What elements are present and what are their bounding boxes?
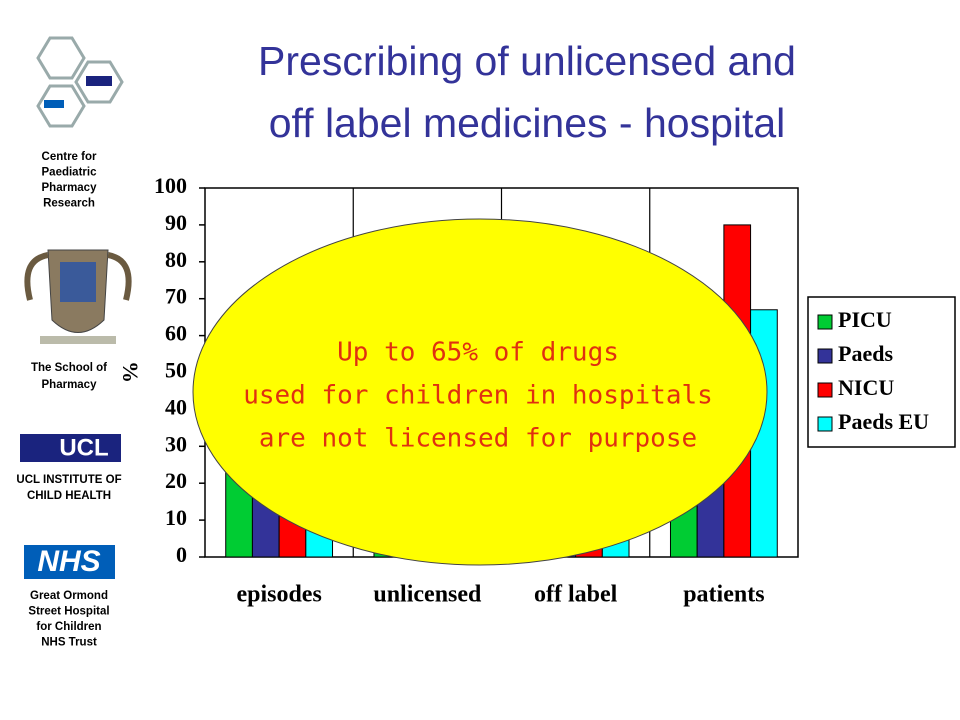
legend-label: Paeds EU (838, 409, 929, 434)
ucl-logo: UCL (20, 434, 121, 462)
sidebar-text: for Children (36, 621, 101, 633)
x-tick-label: unlicensed (373, 582, 482, 608)
chart-title: off label medicines - hospital (269, 100, 786, 146)
y-axis-label: % (118, 361, 143, 383)
annotation: Up to 65% of drugs (337, 338, 619, 368)
sidebar-text: Pharmacy (42, 379, 98, 391)
y-tick-label: 30 (165, 431, 187, 456)
legend-swatch (817, 314, 833, 330)
legend-swatch (817, 382, 833, 398)
legend-label: Paeds (838, 341, 893, 366)
y-tick-label: 80 (165, 247, 187, 272)
x-tick-label: off label (534, 582, 618, 608)
ucl-logo-text: UCL (59, 434, 108, 461)
nhs-logo: NHS (24, 545, 115, 579)
legend-swatch (817, 416, 833, 432)
legend-label: NICU (838, 375, 894, 400)
x-tick-label: patients (683, 582, 764, 608)
y-tick-label: 0 (176, 542, 187, 567)
sidebar-text: NHS Trust (41, 637, 97, 649)
sidebar-text: Research (43, 198, 95, 210)
school-crest (24, 249, 132, 344)
sidebar-text: Paediatric (42, 167, 98, 179)
y-tick-label: 100 (154, 173, 187, 198)
nhs-logo-text: NHS (37, 545, 100, 578)
y-tick-label: 90 (165, 210, 187, 235)
y-tick-label: 20 (165, 468, 187, 493)
cppr-logo (36, 36, 124, 128)
y-tick-label: 50 (165, 358, 187, 383)
legend-swatch (817, 348, 833, 364)
legend: PICU Paeds NICU Paeds EU (807, 296, 956, 448)
sidebar-text: Pharmacy (42, 182, 98, 194)
x-tick-label: episodes (236, 582, 321, 608)
y-tick-label: 60 (165, 321, 187, 346)
sidebar-text: Great Ormond (30, 590, 108, 602)
callout-ellipse (192, 218, 768, 566)
y-tick-label: 40 (165, 394, 187, 419)
y-tick-label: 70 (165, 284, 187, 309)
sidebar-text: Centre for (42, 151, 97, 163)
chart-title: Prescribing of unlicensed and (258, 38, 796, 84)
sidebar-text: CHILD HEALTH (27, 490, 111, 502)
annotation: used for children in hospitals (243, 381, 713, 411)
annotation: are not licensed for purpose (259, 424, 697, 454)
sidebar-text: The School of (31, 362, 107, 374)
sidebar-text: UCL INSTITUTE OF (16, 474, 121, 486)
legend-label: PICU (838, 307, 892, 332)
sidebar-text: Street Hospital (28, 606, 109, 618)
y-tick-label: 10 (165, 505, 187, 530)
